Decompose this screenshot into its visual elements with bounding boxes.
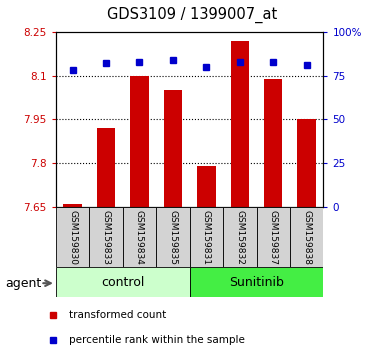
Bar (264, 79, 283, 207)
Bar (189, 207, 223, 267)
Bar (231, 41, 249, 207)
Text: GDS3109 / 1399007_at: GDS3109 / 1399007_at (107, 7, 278, 23)
Text: Sunitinib: Sunitinib (229, 276, 284, 289)
Text: GSM159835: GSM159835 (168, 210, 177, 265)
Bar (256, 207, 290, 267)
Text: GSM159832: GSM159832 (235, 210, 244, 265)
Text: control: control (101, 276, 144, 289)
Bar (56, 207, 89, 267)
Bar (64, 204, 82, 207)
Text: percentile rank within the sample: percentile rank within the sample (69, 335, 245, 346)
Bar (97, 128, 115, 207)
Text: GSM159837: GSM159837 (269, 210, 278, 265)
Text: GSM159830: GSM159830 (68, 210, 77, 265)
Bar (89, 207, 123, 267)
Text: GSM159833: GSM159833 (102, 210, 110, 265)
Bar (298, 120, 316, 207)
Bar (164, 90, 182, 207)
Text: transformed count: transformed count (69, 309, 166, 320)
Bar (197, 166, 216, 207)
Text: GSM159831: GSM159831 (202, 210, 211, 265)
Bar (189, 267, 323, 297)
Bar (156, 207, 189, 267)
Text: agent: agent (5, 278, 41, 290)
Bar (123, 207, 156, 267)
Bar (290, 207, 323, 267)
Bar (130, 76, 149, 207)
Bar (223, 207, 256, 267)
Text: GSM159838: GSM159838 (302, 210, 311, 265)
Text: GSM159834: GSM159834 (135, 210, 144, 265)
Bar (56, 267, 189, 297)
